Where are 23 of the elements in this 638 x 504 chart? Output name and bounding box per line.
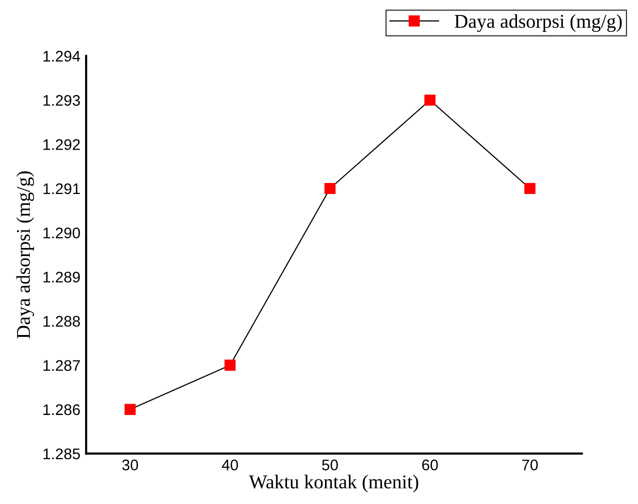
y-tick-label: 1.287: [44, 360, 80, 371]
y-tick-label: 1.292: [44, 139, 80, 150]
y-axis-title: Daya adsorpsi (mg/g): [16, 171, 34, 338]
y-tick-label: 1.285: [44, 448, 80, 460]
x-tick-label: 30: [122, 460, 138, 470]
point: [424, 94, 436, 106]
y-tick-label: 1.289: [44, 272, 80, 283]
y-tick-label: 1.293: [44, 94, 80, 106]
x-axis-title: Waktu kontak (menit): [248, 474, 418, 492]
point: [224, 360, 236, 371]
x-tick-label: 40: [222, 460, 238, 470]
y-tick-label: 1.288: [44, 316, 80, 327]
point: [324, 182, 336, 194]
y-tick-label: 1.291: [44, 183, 80, 194]
x-tick-label: 50: [322, 460, 338, 470]
legend-label: Daya adsorpsi (mg/g): [454, 14, 622, 32]
x-tick-label: 60: [422, 460, 438, 470]
y-tick-label: 1.294: [44, 50, 80, 62]
point: [124, 404, 136, 415]
y-tick-label: 1.290: [44, 228, 80, 238]
x-tick-label: 70: [522, 460, 538, 470]
y-tick-label: 1.286: [44, 404, 80, 416]
point: [524, 182, 536, 194]
